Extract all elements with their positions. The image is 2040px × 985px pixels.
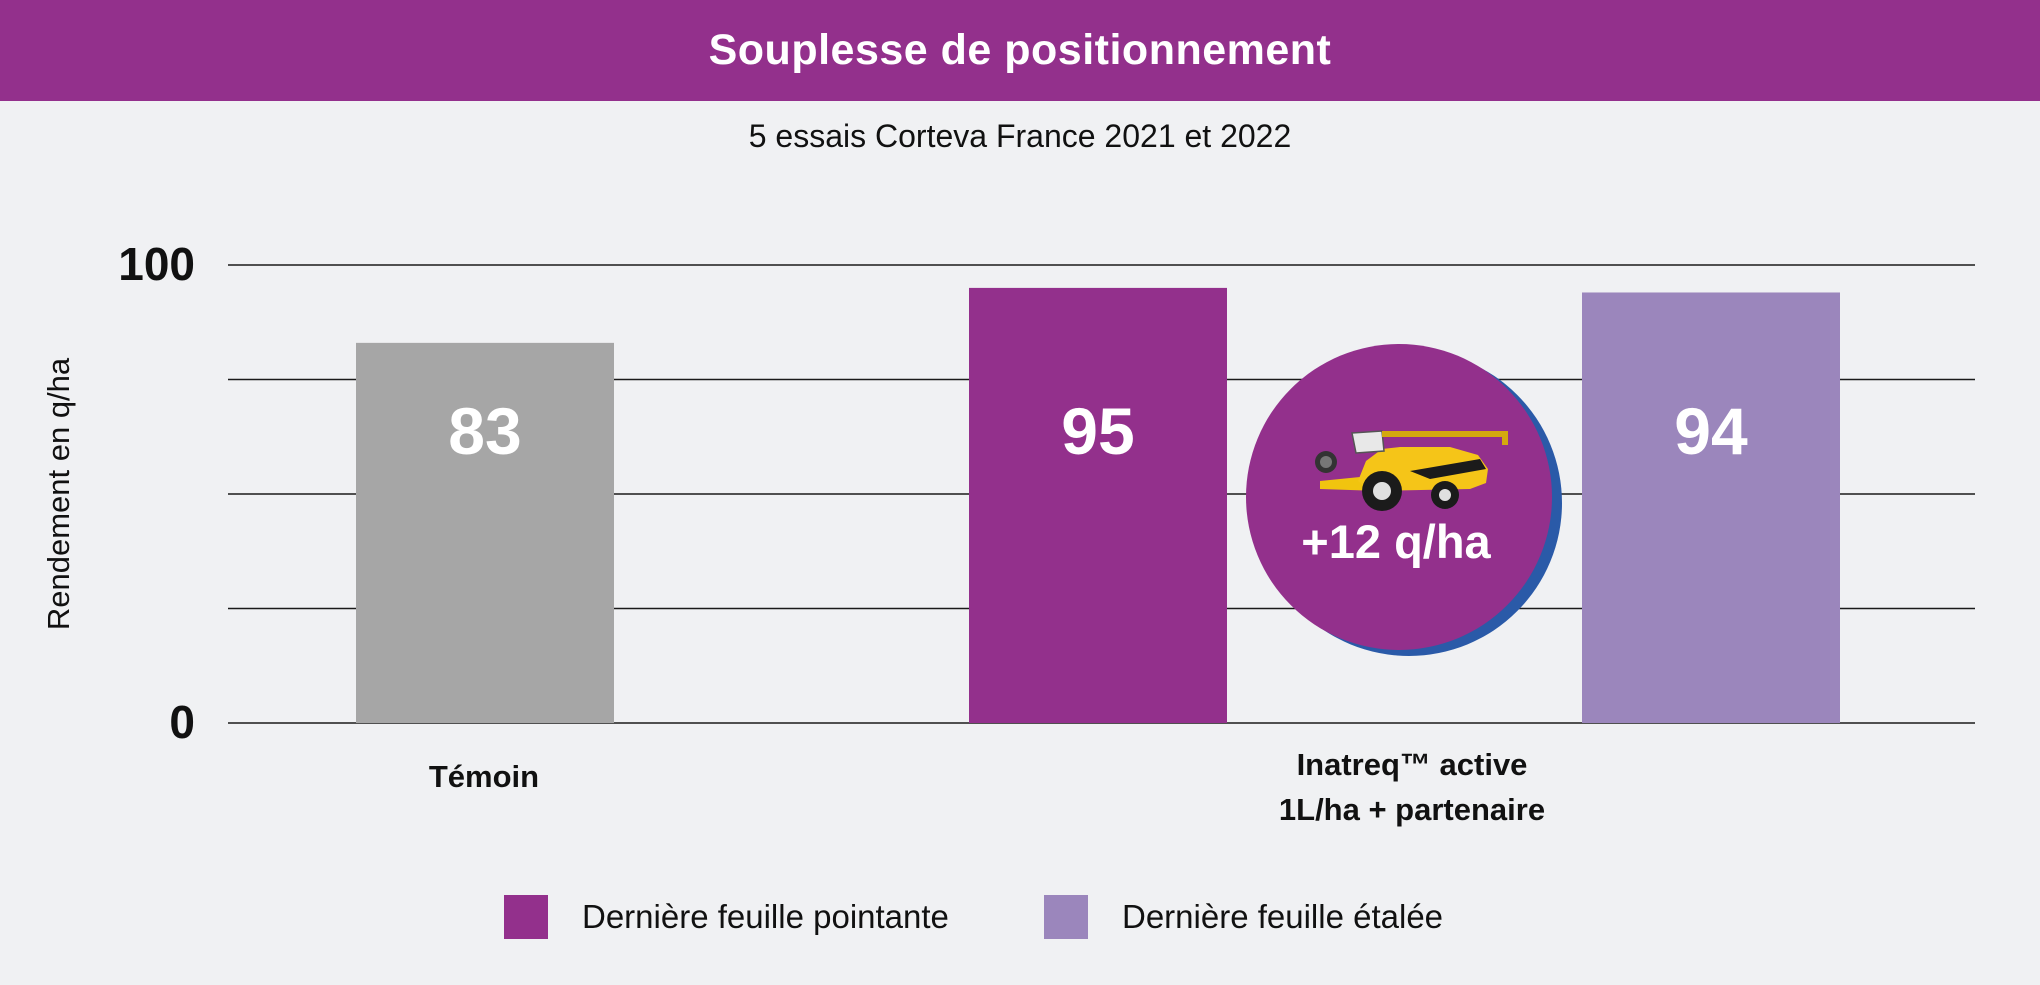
harvester-auger [1382,431,1508,437]
category-label: 1L/ha + partenaire [1279,792,1545,827]
harvester-cabin [1351,430,1385,454]
category-label: Témoin [429,759,539,794]
legend: Dernière feuille pointante Dernière feui… [0,895,2040,945]
legend-item-pointante: Dernière feuille pointante [504,895,949,939]
chart-subtitle: 5 essais Corteva France 2021 et 2022 [748,118,1292,154]
harvester-wheel-front-hub [1373,482,1391,500]
harvester-auger-spout [1502,431,1508,445]
legend-item-etalee: Dernière feuille étalée [1044,895,1443,939]
legend-swatch-pointante [504,895,548,939]
bar-etalee [1582,292,1840,723]
harvester-reel-hub [1320,456,1332,468]
y-axis-label: Rendement en q/ha [41,357,76,630]
bar-value-label: 94 [1674,394,1748,468]
legend-label-pointante: Dernière feuille pointante [582,898,949,935]
bar-pointante [969,287,1227,723]
category-label: Inatreq™ active [1297,747,1528,782]
bar-temoin [356,342,614,723]
harvester-wheel-rear-hub [1439,489,1451,501]
harvester-stripe [1410,459,1486,479]
y-tick-label: 0 [169,696,195,748]
bar-value-label: 83 [448,394,521,468]
legend-label-etalee: Dernière feuille étalée [1122,898,1444,935]
chart-header: Souplesse de positionnement [0,0,2040,101]
legend-swatch-etalee [1044,895,1088,939]
y-tick-label: 100 [118,238,195,290]
combine-harvester-icon [1315,430,1508,511]
chart-title: Souplesse de positionnement [708,26,1332,74]
gain-label: +12 q/ha [1301,515,1491,568]
bar-value-label: 95 [1061,394,1134,468]
